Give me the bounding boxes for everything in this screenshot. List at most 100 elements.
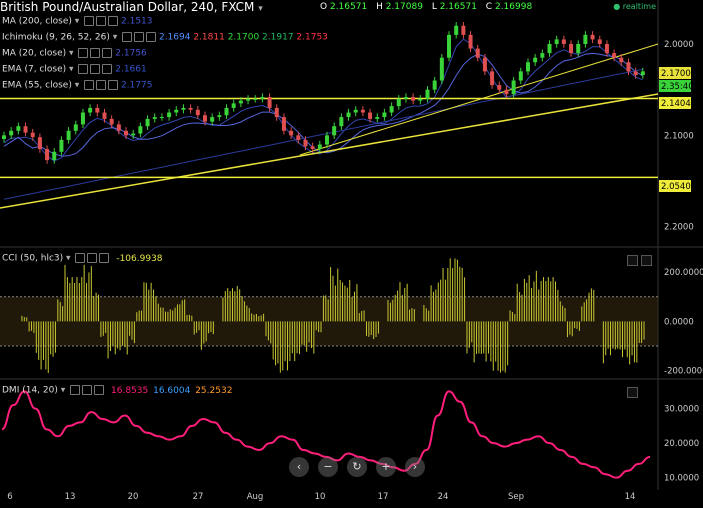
dmi-legend[interactable]: DMI (14, 20) ▾ 16.8535 16.6004 25.2532 [2, 385, 232, 397]
candle-body [547, 43, 552, 54]
chevron-down-icon[interactable]: ▾ [60, 385, 66, 396]
candle-body [274, 107, 279, 118]
chart-title[interactable]: British Pound/Australian Dollar, 240, FX… [0, 0, 263, 14]
candle-body [95, 107, 100, 113]
close-icon[interactable] [102, 48, 113, 58]
chevron-down-icon[interactable]: ▾ [258, 4, 263, 14]
open-label: O [320, 2, 328, 12]
candle-body [518, 71, 523, 81]
realtime-indicator: ● realtime [613, 2, 656, 11]
realtime-label: realtime [622, 2, 656, 11]
price-tick-label: 2.1000 [664, 131, 694, 141]
close-label: C [485, 2, 493, 12]
candle-body [403, 96, 408, 99]
candle-body [375, 117, 380, 119]
high-value: 2.17089 [385, 2, 423, 12]
high-label: H [376, 2, 383, 12]
candle-body [490, 71, 495, 86]
close-icon[interactable] [94, 385, 105, 395]
chevron-down-icon[interactable]: ▾ [109, 32, 121, 43]
low-label: L [431, 2, 437, 12]
reset-icon[interactable]: ↻ [347, 457, 367, 477]
chevron-down-icon[interactable]: ▾ [66, 253, 71, 264]
settings-icon[interactable] [134, 32, 145, 42]
candle-body [260, 96, 265, 99]
candle-body [124, 130, 129, 136]
cci-legend[interactable]: CCI (50, hlc3) ▾ -106.9938 [2, 253, 163, 265]
close-icon[interactable] [146, 32, 157, 42]
candle-body [102, 112, 107, 119]
price-badge-label: 2.1700 [661, 69, 691, 79]
chevron-down-icon[interactable]: ▾ [66, 48, 77, 59]
indicator-value: 2.1661 [112, 64, 147, 75]
candle-body [80, 112, 85, 125]
visibility-icon[interactable] [78, 64, 89, 74]
close-icon[interactable] [108, 80, 119, 90]
settings-icon[interactable] [96, 80, 107, 90]
indicator-row[interactable]: EMA (7, close) ▾ 2.1661 [2, 64, 147, 76]
candle-body [267, 96, 272, 108]
candle-body [339, 117, 344, 127]
candle-body [131, 133, 136, 136]
indicator-value: 2.1811 [190, 32, 225, 43]
candle-body [597, 39, 602, 44]
candle-body [576, 43, 581, 54]
zoom-in-icon[interactable]: + [376, 457, 396, 477]
indicator-value: 2.1753 [293, 32, 328, 43]
candle-body [30, 132, 35, 138]
candle-body [346, 112, 351, 118]
candle-body [468, 34, 473, 49]
pane-down-icon[interactable] [641, 255, 652, 266]
scroll-right-icon[interactable]: › [405, 457, 425, 477]
candle-body [425, 89, 430, 99]
candle-body [231, 103, 236, 108]
x-tick-label: Sep [508, 492, 524, 502]
chevron-down-icon[interactable]: ▾ [66, 64, 77, 75]
settings-icon[interactable] [90, 64, 101, 74]
close-value: 2.16998 [494, 2, 533, 12]
candle-body [504, 89, 509, 95]
candle-body [253, 98, 258, 100]
close-icon[interactable] [108, 16, 119, 26]
price-badge [659, 67, 691, 79]
cci-tick-label: 200.0000 [664, 268, 703, 278]
visibility-icon[interactable] [78, 48, 89, 58]
settings-icon[interactable] [87, 253, 98, 263]
candle-body [303, 139, 308, 147]
pane-up-icon[interactable] [627, 255, 638, 266]
zoom-out-icon[interactable]: − [318, 457, 338, 477]
candle-body [439, 57, 444, 81]
close-icon[interactable] [99, 253, 110, 263]
visibility-icon[interactable] [84, 16, 95, 26]
settings-icon[interactable] [90, 48, 101, 58]
candle-body [411, 96, 416, 101]
visibility-icon[interactable] [122, 32, 133, 42]
indicator-row[interactable]: Ichimoku (9, 26, 52, 26) ▾ 2.1694 2.1811… [2, 32, 328, 44]
candle-body [497, 85, 502, 90]
candle-body [45, 149, 50, 161]
trendline [299, 43, 659, 156]
close-icon[interactable] [102, 64, 113, 74]
candle-body [590, 34, 595, 40]
scroll-left-icon[interactable]: ‹ [289, 457, 309, 477]
indicator-row[interactable]: MA (200, close) ▾ 2.1513 [2, 16, 153, 28]
candle-body [202, 115, 207, 122]
pane-up-icon[interactable] [627, 387, 638, 398]
chevron-down-icon[interactable]: ▾ [71, 80, 83, 91]
candle-body [289, 130, 294, 136]
settings-icon[interactable] [82, 385, 93, 395]
price-badge-label: 2.0540 [661, 182, 691, 192]
settings-icon[interactable] [96, 16, 107, 26]
candle-body [583, 34, 588, 44]
indicator-row[interactable]: EMA (55, close) ▾ 2.1775 [2, 80, 152, 92]
indicator-value: 2.1513 [118, 16, 153, 27]
indicator-row[interactable]: MA (20, close) ▾ 2.1756 [2, 48, 147, 60]
indicator-label: EMA (55, close) [2, 80, 72, 91]
candle-body [418, 98, 423, 101]
visibility-icon[interactable] [75, 253, 86, 263]
dmi-minus-value: 16.6004 [153, 385, 191, 396]
visibility-icon[interactable] [84, 80, 95, 90]
visibility-icon[interactable] [70, 385, 81, 395]
chevron-down-icon[interactable]: ▾ [71, 16, 83, 27]
